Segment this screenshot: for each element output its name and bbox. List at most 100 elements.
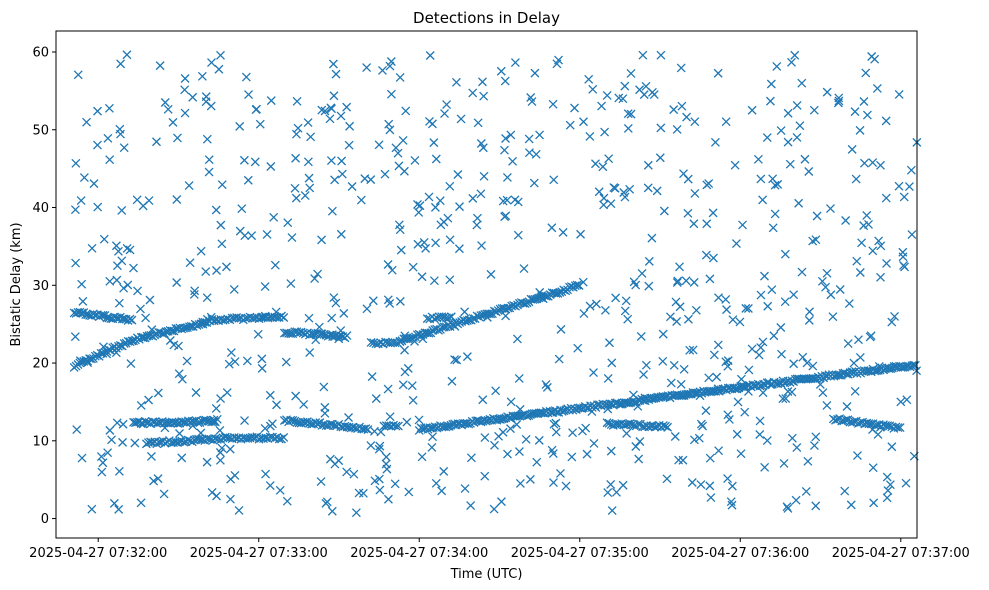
- x-tick-label: 2025-04-27 07:36:00: [671, 546, 809, 561]
- data-point: [286, 279, 296, 289]
- data-point: [644, 256, 654, 266]
- data-point: [535, 287, 545, 297]
- data-point: [112, 275, 122, 285]
- data-point: [75, 307, 85, 317]
- data-point: [893, 423, 903, 432]
- data-point: [342, 102, 352, 112]
- data-point: [414, 415, 424, 425]
- data-point: [776, 323, 786, 332]
- data-point: [385, 412, 395, 422]
- data-point: [398, 380, 408, 390]
- data-point: [431, 238, 441, 248]
- data-point: [815, 380, 825, 389]
- data-point: [633, 419, 643, 429]
- data-point: [445, 235, 455, 245]
- data-point: [758, 195, 768, 205]
- data-point: [619, 188, 629, 197]
- plot-frame: [55, 30, 918, 539]
- data-point: [478, 395, 488, 405]
- data-point: [271, 307, 281, 317]
- data-point: [468, 313, 478, 323]
- data-point: [229, 285, 239, 294]
- data-point: [850, 107, 860, 117]
- data-point: [105, 425, 115, 435]
- data-point: [275, 485, 285, 495]
- data-point: [762, 436, 772, 446]
- data-point: [270, 260, 280, 270]
- data-point: [672, 125, 682, 134]
- data-point: [396, 245, 406, 255]
- data-point: [99, 234, 109, 244]
- data-point: [109, 498, 119, 508]
- data-point: [172, 278, 182, 287]
- data-point: [99, 342, 108, 352]
- data-point: [87, 243, 97, 253]
- data-point: [797, 78, 807, 88]
- data-point: [549, 175, 559, 185]
- data-point: [284, 328, 294, 338]
- data-point: [204, 167, 214, 177]
- data-point: [868, 246, 878, 256]
- data-point: [532, 457, 542, 467]
- data-point: [291, 193, 301, 203]
- data-point: [443, 213, 453, 223]
- data-point: [381, 452, 391, 462]
- data-point: [740, 407, 750, 417]
- y-tick-label: 20: [32, 357, 49, 372]
- data-point: [514, 447, 524, 457]
- data-point: [376, 427, 386, 437]
- data-point: [847, 367, 857, 377]
- data-point: [798, 352, 808, 362]
- data-point: [303, 118, 313, 127]
- data-point: [93, 106, 102, 116]
- data-point: [265, 390, 275, 400]
- data-point: [78, 296, 88, 306]
- data-point: [733, 397, 743, 407]
- data-point: [850, 386, 860, 396]
- data-point: [422, 314, 432, 324]
- data-point: [427, 442, 437, 452]
- data-point: [713, 340, 723, 350]
- data-point: [87, 504, 97, 514]
- data-point: [663, 422, 673, 432]
- data-point: [337, 156, 347, 166]
- data-point: [800, 154, 810, 164]
- data-point: [727, 481, 737, 491]
- data-point: [861, 68, 871, 78]
- data-point: [659, 206, 669, 216]
- data-point: [779, 458, 789, 468]
- data-point: [413, 239, 423, 249]
- data-point: [360, 174, 370, 184]
- data-point: [291, 153, 301, 163]
- data-point: [291, 129, 301, 139]
- data-point: [452, 355, 462, 365]
- data-point: [424, 192, 434, 202]
- x-tick-label: 2025-04-27 07:32:00: [29, 546, 167, 561]
- data-point: [854, 335, 863, 345]
- data-point: [811, 501, 821, 511]
- data-point: [862, 110, 872, 120]
- data-point: [847, 144, 857, 154]
- data-point: [113, 246, 123, 256]
- data-point: [230, 357, 240, 367]
- data-point: [163, 104, 173, 114]
- data-point: [894, 181, 904, 191]
- data-point: [478, 143, 488, 153]
- data-point: [882, 493, 892, 503]
- data-point: [551, 418, 561, 428]
- data-point: [690, 388, 700, 398]
- data-point: [180, 108, 190, 118]
- data-point: [683, 208, 693, 218]
- x-tick-label: 2025-04-27 07:37:00: [832, 546, 970, 561]
- data-point: [104, 103, 114, 113]
- data-point: [240, 416, 250, 426]
- data-point: [212, 266, 221, 275]
- data-point: [498, 427, 508, 437]
- data-point: [727, 500, 737, 510]
- data-point: [393, 148, 403, 158]
- data-point: [710, 137, 720, 147]
- data-point: [468, 193, 478, 203]
- data-point: [370, 476, 380, 486]
- data-point: [502, 195, 512, 205]
- data-points: [69, 50, 922, 518]
